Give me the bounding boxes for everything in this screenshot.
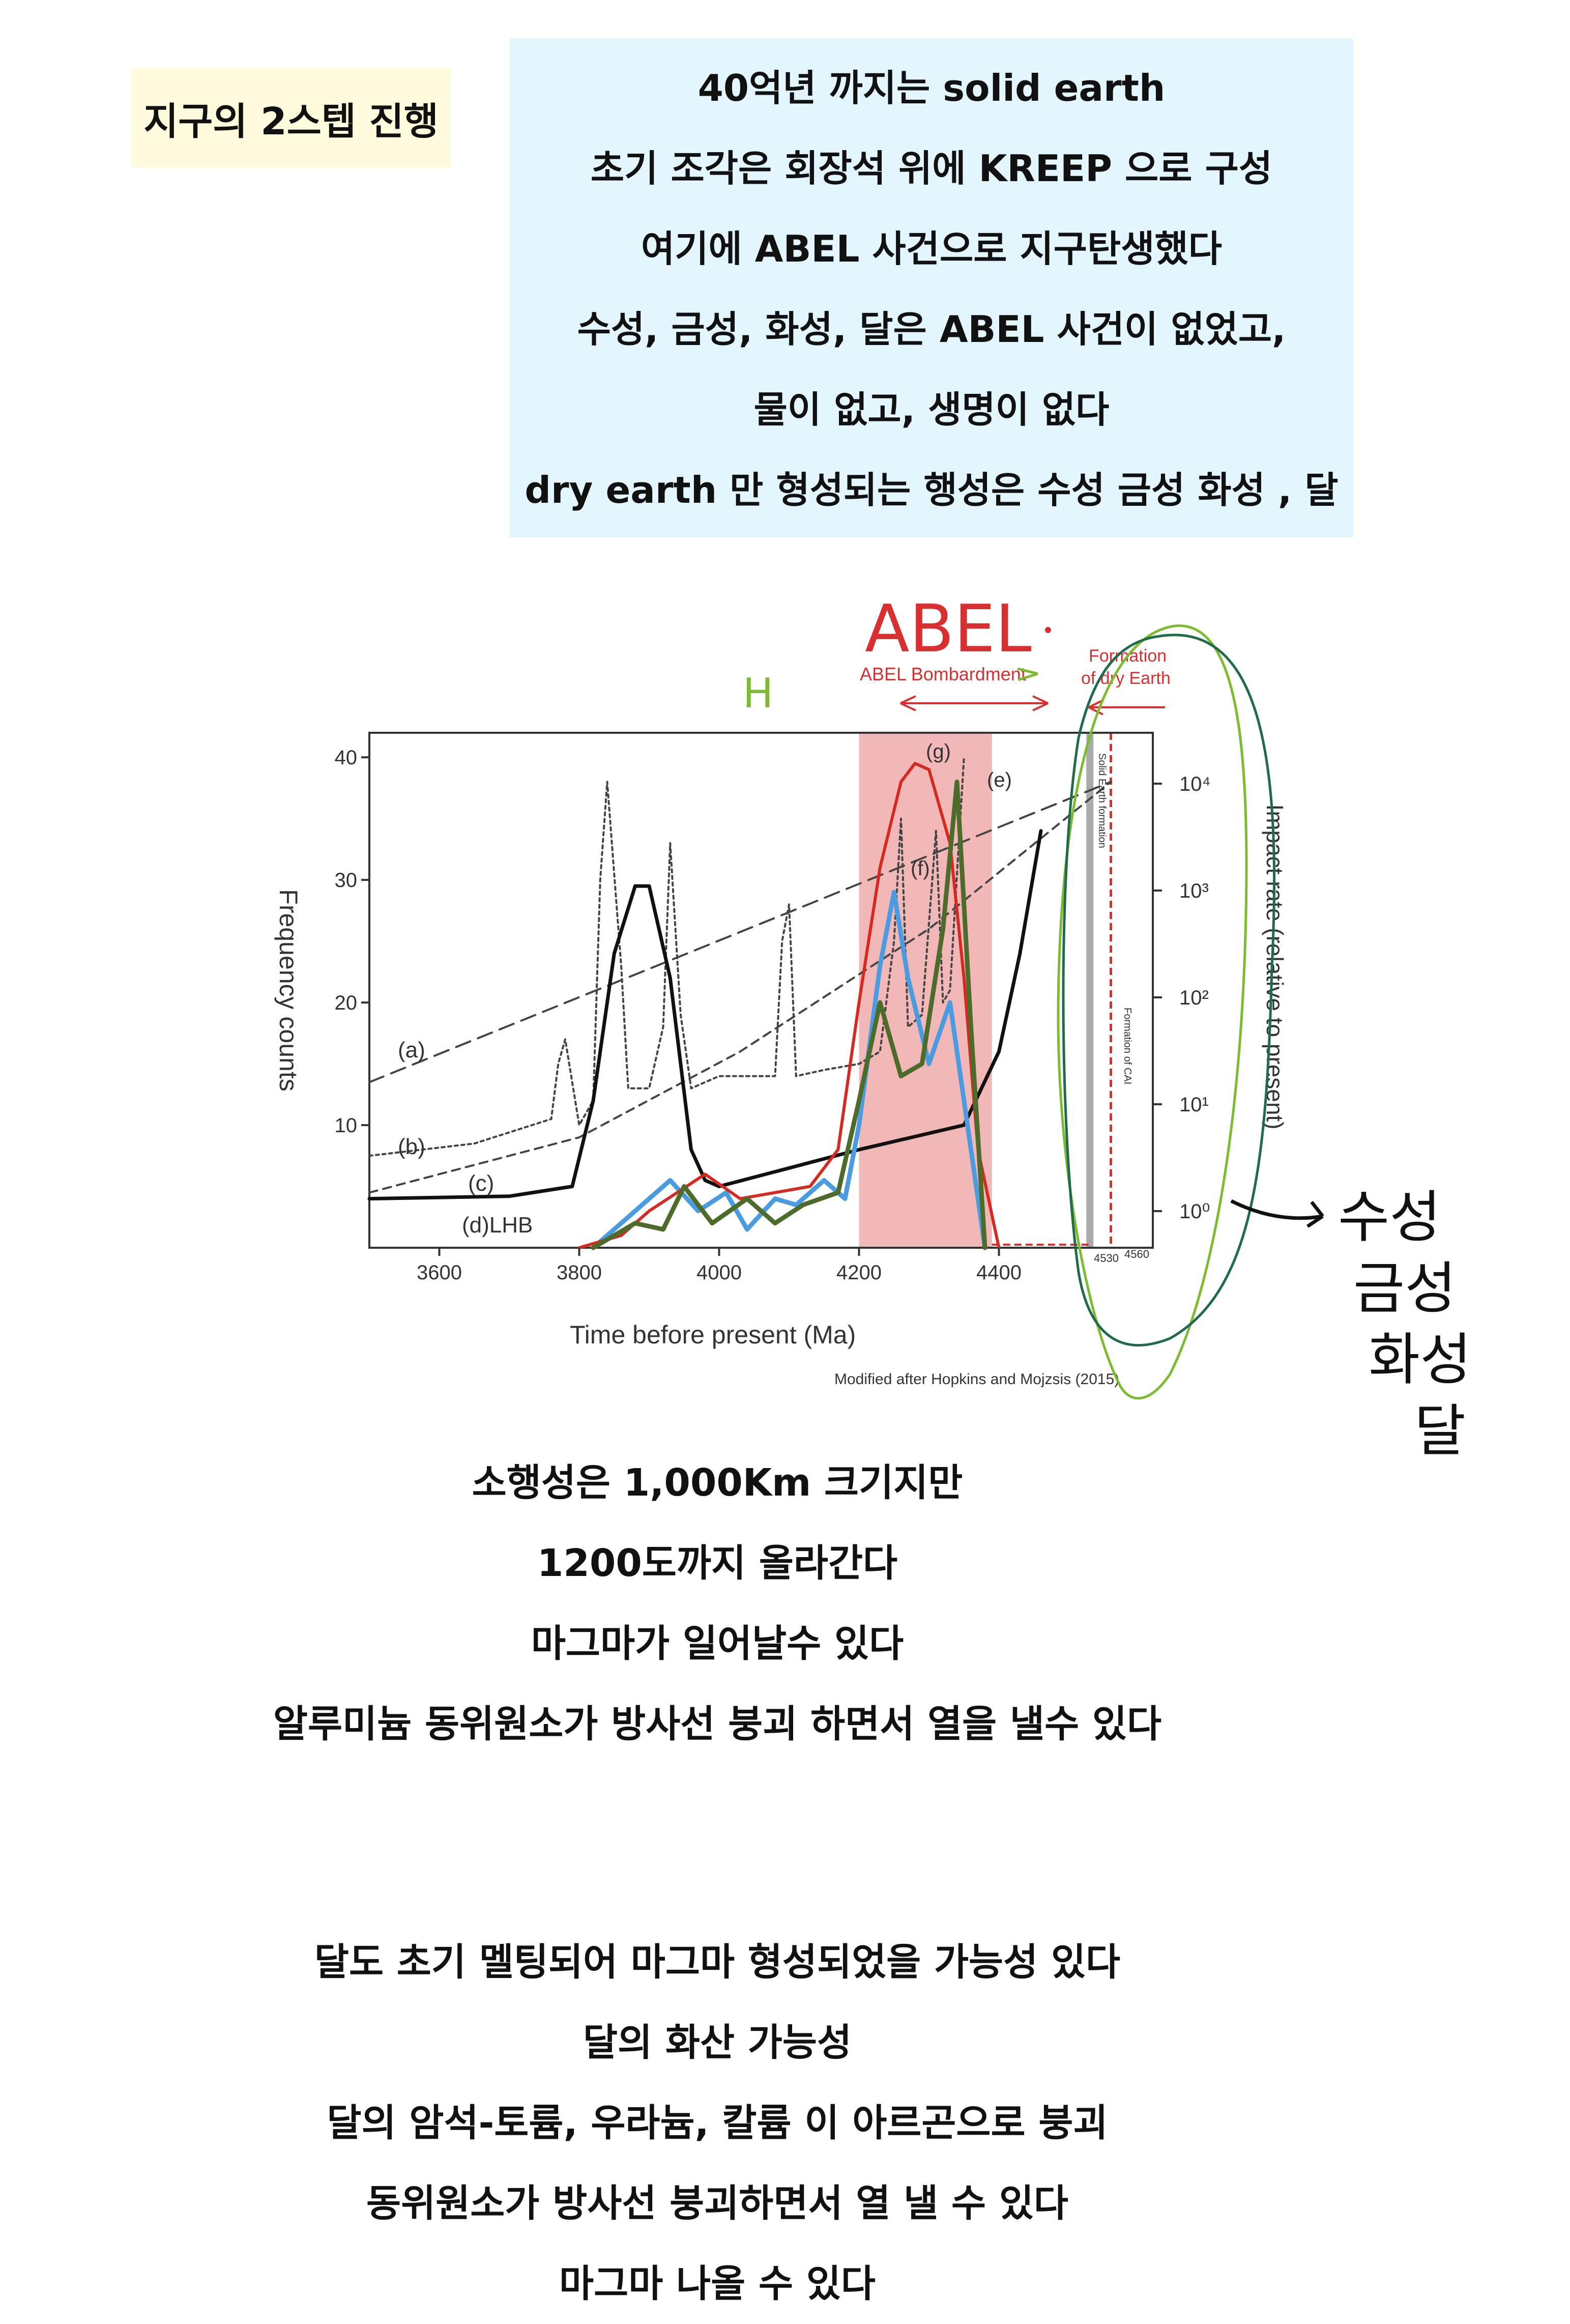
y-tick-label: 10: [335, 1114, 358, 1137]
y-axis-label: Frequency counts: [274, 889, 303, 1091]
abel-range-arrow: [900, 695, 1049, 711]
abel-band-label: ABEL Bombardment: [860, 664, 1026, 684]
series-line-f: [591, 890, 987, 1250]
right-tick-label: 10⁰: [1179, 1200, 1210, 1223]
handwritten-abel: ABEL: [865, 591, 1032, 667]
curve-label-a: (a): [398, 1038, 425, 1063]
x-tick-label: 4400: [976, 1261, 1022, 1284]
x-tick-label: 3600: [417, 1261, 462, 1284]
cai-vertical-label: Formation of CAI: [1122, 1008, 1133, 1084]
handwritten-dot: [1045, 627, 1051, 633]
series-line-b: [368, 756, 965, 1157]
plot-frame: [368, 732, 1154, 1249]
tick-label-4560: 4560: [1124, 1248, 1149, 1260]
series-line-dLHB: [367, 829, 1043, 1201]
note-line: 마그마가 일어날수 있다: [531, 1622, 904, 1666]
notes-section: 소행성은 1,000Km 크기지만 1200도까지 올라간다 마그마가 일어날수…: [0, 1443, 1435, 2324]
green-tick-mark: [1017, 667, 1038, 681]
note-line: 동위원소가 방사선 붕괴하면서 열 낼 수 있다: [366, 2182, 1068, 2225]
tick-label-4530: 4530: [1094, 1252, 1119, 1265]
x-axis-label: Time before present (Ma): [570, 1321, 856, 1349]
figure-credit: Modified after Hopkins and Mojzsis (2015…: [834, 1371, 1119, 1388]
series-line-g: [577, 762, 1001, 1249]
note-line: 달도 초기 멜팅되어 마그마 형성되었을 가능성 있다: [314, 1940, 1121, 1984]
handwritten-planet: 화성: [1369, 1327, 1471, 1392]
curve-label-f: (f): [911, 857, 930, 880]
summary-line: 40억년 까지는 solid earth: [697, 67, 1166, 109]
curve-label-e: (e): [987, 769, 1012, 791]
summary-line: dry earth 만 형성되는 행성은 수성 금성 화성 , 달: [525, 469, 1339, 511]
summary-line: 여기에 ABEL 사건으로 지구탄생했다: [641, 227, 1222, 270]
bombardment-chart: 3600 3800 4000 4200 4400 10 20 30 40 10⁴ 10³ 10² 10¹…: [274, 591, 1471, 1464]
formation-arrow: [1088, 699, 1165, 715]
x-tick-label: 4200: [836, 1261, 882, 1284]
right-tick-label: 10²: [1179, 987, 1209, 1009]
solid-earth-vertical-label: Solid Earth formation: [1096, 753, 1108, 848]
handwritten-planet: 금성: [1353, 1256, 1456, 1321]
y-tick-label: 40: [335, 747, 358, 769]
curve-label-b: (b): [398, 1134, 425, 1159]
formation-label: of dry Earth: [1081, 669, 1171, 688]
note-line: 마그마 나올 수 있다: [559, 2262, 876, 2306]
section-gap: [0, 1764, 1435, 1922]
curve-label-g: (g): [926, 740, 951, 763]
right-tick-label: 10¹: [1179, 1094, 1209, 1116]
summary-line: 물이 없고, 생명이 없다: [753, 388, 1110, 431]
note-line: 알루미늄 동위원소가 방사선 붕괴 하면서 열을 낼수 있다: [273, 1702, 1162, 1746]
note-line: 소행성은 1,000Km 크기지만: [472, 1461, 963, 1505]
bombardment-figure: 3600 3800 4000 4200 4400 10 20 30 40 10⁴ 10³ 10² 10¹…: [254, 560, 1516, 1527]
y-tick-label: 30: [335, 869, 358, 892]
y-tick-label: 20: [335, 992, 358, 1014]
summary-box: 40억년 까지는 solid earth 초기 조각은 회장석 위에 KREEP…: [510, 39, 1353, 537]
handwritten-h: H: [743, 670, 773, 717]
summary-line: 수성, 금성, 화성, 달은 ABEL 사건이 없었고,: [577, 308, 1286, 351]
series-line-e: [591, 779, 987, 1250]
section-tag-label: 지구의 2스텝 진행: [143, 99, 439, 144]
summary-line: 초기 조각은 회장석 위에 KREEP 으로 구성: [590, 147, 1273, 190]
note-line: 1200도까지 올라간다: [537, 1541, 898, 1585]
section-tag: 지구의 2스텝 진행: [131, 68, 451, 168]
right-tick-label: 10⁴: [1179, 773, 1211, 795]
right-tick-label: 10³: [1179, 880, 1209, 902]
note-line: 달의 암석-토륨, 우라늄, 칼륨 이 아르곤으로 붕괴: [327, 2101, 1108, 2145]
handwritten-planet: 수성: [1338, 1185, 1441, 1250]
series-line-a: [368, 781, 1112, 1083]
series-line-c: [368, 781, 1112, 1194]
handwritten-planet: 달: [1414, 1398, 1466, 1464]
note-line: 달의 화산 가능성: [583, 2021, 852, 2064]
x-tick-label: 4000: [696, 1261, 742, 1284]
curve-label-c: (c): [468, 1171, 494, 1196]
curve-label-d: (d)LHB: [462, 1213, 533, 1238]
handwritten-arrow: [1230, 1199, 1324, 1228]
x-tick-label: 3800: [557, 1261, 602, 1284]
dark-green-circle-annotation: [1062, 634, 1276, 1347]
